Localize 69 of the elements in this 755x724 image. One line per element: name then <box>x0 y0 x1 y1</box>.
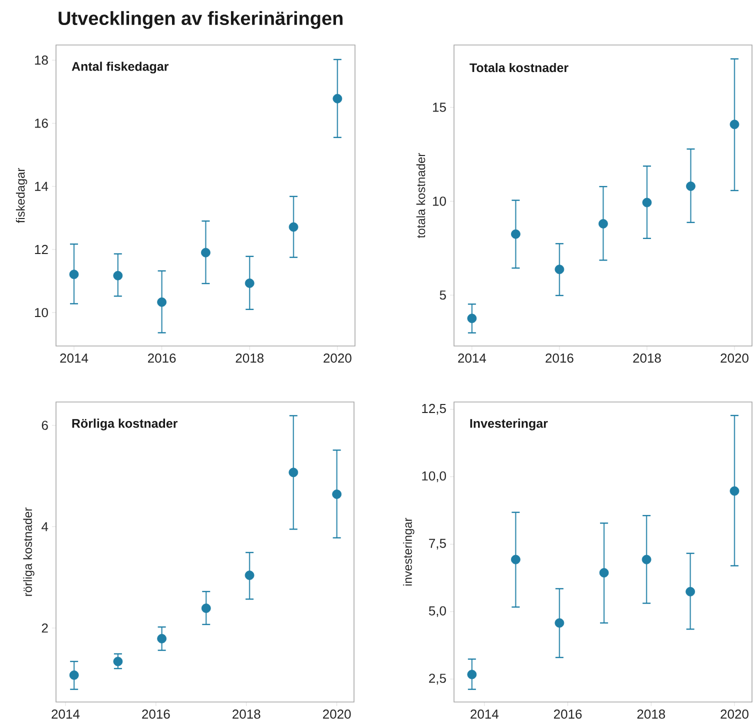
point <box>69 670 79 680</box>
x-tick-label: 2018 <box>232 710 260 719</box>
x-tick-label: 2016 <box>554 710 582 719</box>
x-tick-label: 2014 <box>52 710 80 719</box>
point <box>599 568 609 578</box>
point <box>730 486 740 496</box>
x-tick-label: 2018 <box>637 710 666 719</box>
point <box>113 656 123 666</box>
y-tick-label: 6 <box>42 420 48 430</box>
text: Utvecklingen av fiskerinäringen <box>58 11 342 29</box>
point <box>288 468 298 478</box>
point <box>332 94 342 104</box>
point <box>244 570 254 580</box>
point <box>686 182 696 191</box>
point <box>467 670 477 680</box>
point <box>598 219 608 228</box>
x-tick-label: 2020 <box>323 710 351 719</box>
point <box>642 198 652 208</box>
y-tick-label: 12 <box>35 244 48 254</box>
y-axis-title: fiskedagar <box>16 168 28 224</box>
x-tick-label: 2014 <box>458 354 486 363</box>
y-axis-title: totala kostnader <box>416 153 426 238</box>
point <box>288 222 298 232</box>
text: Investeringar <box>470 418 548 430</box>
y-tick-label: 7,5 <box>429 538 446 550</box>
point <box>554 618 564 628</box>
point <box>510 554 520 564</box>
text: Antal fiskedagar <box>72 62 169 74</box>
point <box>467 314 477 324</box>
y-tick-label: 5,0 <box>428 606 446 617</box>
point <box>730 120 740 130</box>
point <box>157 634 167 644</box>
x-tick-label: 2016 <box>546 354 574 363</box>
y-axis-title: rörliga kostnader <box>23 508 34 596</box>
y-tick-label: 4 <box>42 522 48 532</box>
x-tick-label: 2018 <box>236 354 264 363</box>
y-axis-title: investeringar <box>403 518 414 586</box>
x-tick-label: 2014 <box>60 354 88 363</box>
y-tick-label: 10 <box>433 196 446 206</box>
point <box>511 229 520 239</box>
x-tick-label: 2014 <box>470 710 499 719</box>
x-tick-label: 2020 <box>720 354 748 363</box>
point <box>686 586 696 596</box>
x-tick-label: 2018 <box>633 354 661 363</box>
point <box>554 264 564 274</box>
point <box>69 270 79 280</box>
y-tick-label: 16 <box>35 118 48 128</box>
y-tick-label: 5 <box>440 290 446 300</box>
x-tick-label: 2016 <box>148 354 176 363</box>
y-tick-label: 12,5 <box>422 404 446 415</box>
y-tick-label: 2,5 <box>429 674 446 684</box>
x-tick-label: 2020 <box>324 354 352 363</box>
text: Totala kostnader <box>470 62 568 72</box>
x-tick-label: 2016 <box>142 710 170 719</box>
point <box>642 554 652 564</box>
y-tick-label: 18 <box>35 56 48 65</box>
y-tick-label: 10,0 <box>422 471 446 482</box>
y-tick-label: 15 <box>433 102 446 112</box>
y-tick-label: 2 <box>42 623 48 633</box>
point <box>113 270 123 280</box>
y-tick-label: 10 <box>35 308 48 318</box>
point <box>157 297 167 307</box>
text: Rörliga kostnader <box>72 418 178 430</box>
point <box>244 278 254 288</box>
y-tick-label: 14 <box>35 182 48 191</box>
point <box>201 604 211 613</box>
point <box>332 490 342 499</box>
point <box>201 248 210 258</box>
x-tick-label: 2020 <box>720 710 748 719</box>
